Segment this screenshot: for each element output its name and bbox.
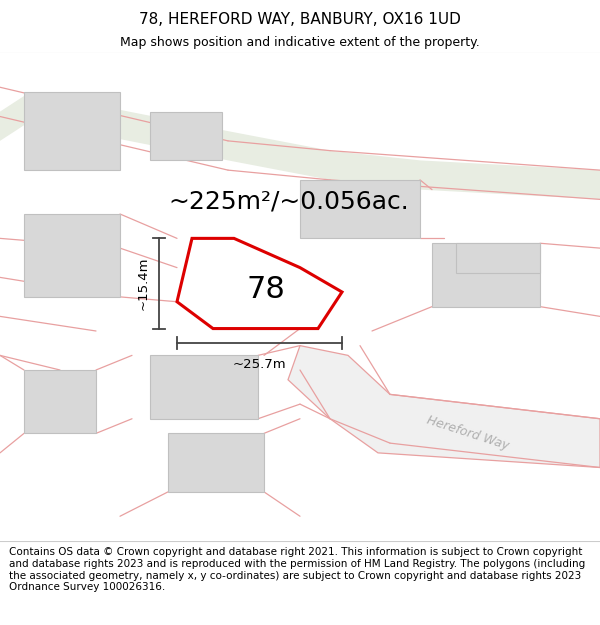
Polygon shape — [24, 92, 120, 170]
Text: Contains OS data © Crown copyright and database right 2021. This information is : Contains OS data © Crown copyright and d… — [9, 548, 585, 592]
Polygon shape — [0, 92, 600, 199]
Polygon shape — [456, 243, 540, 272]
Text: ~25.7m: ~25.7m — [233, 357, 286, 371]
Polygon shape — [150, 112, 222, 161]
Text: ~15.4m: ~15.4m — [137, 257, 150, 310]
Text: Map shows position and indicative extent of the property.: Map shows position and indicative extent… — [120, 36, 480, 49]
Text: Hereford Way: Hereford Way — [425, 414, 511, 452]
Polygon shape — [150, 356, 258, 419]
Polygon shape — [24, 214, 120, 297]
Text: 78, HEREFORD WAY, BANBURY, OX16 1UD: 78, HEREFORD WAY, BANBURY, OX16 1UD — [139, 12, 461, 27]
Polygon shape — [432, 243, 540, 307]
Polygon shape — [300, 180, 420, 238]
Polygon shape — [288, 346, 600, 468]
Text: ~225m²/~0.056ac.: ~225m²/~0.056ac. — [168, 190, 409, 214]
Polygon shape — [24, 370, 96, 433]
Text: 78: 78 — [246, 276, 285, 304]
Polygon shape — [168, 433, 264, 492]
